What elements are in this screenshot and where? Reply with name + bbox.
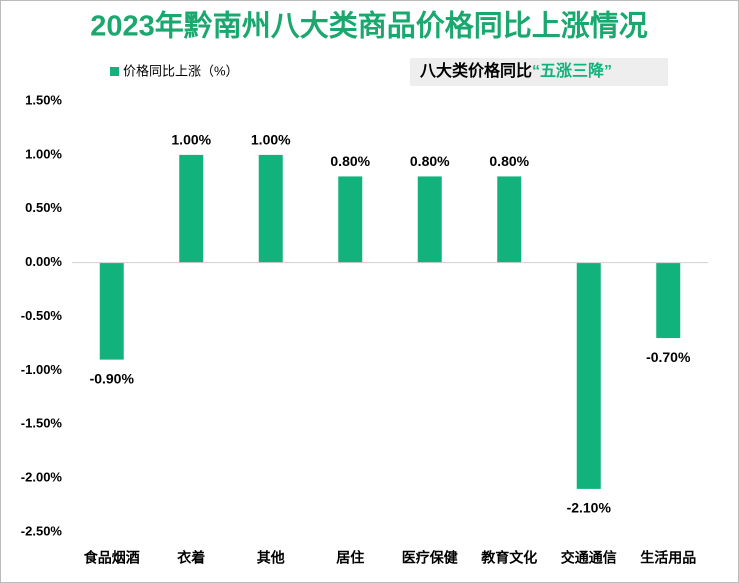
annotation-text: 八大类价格同比 — [419, 61, 532, 80]
bar — [258, 154, 283, 263]
legend-swatch — [110, 67, 119, 76]
bar — [179, 154, 204, 263]
y-tick-label: 1.50% — [25, 92, 62, 107]
x-tick-label: 教育文化 — [481, 550, 537, 566]
x-tick-label: 交通通信 — [561, 550, 617, 566]
annotation-box — [410, 58, 668, 86]
chart-title: 2023年黔南州八大类商品价格同比上涨情况 — [90, 9, 648, 43]
value-label: -2.10% — [567, 500, 612, 516]
bar — [497, 176, 522, 263]
x-tick-label: 生活用品 — [640, 550, 696, 566]
x-tick-label: 食品烟酒 — [84, 550, 140, 566]
x-tick-label: 衣着 — [177, 550, 205, 566]
y-tick-label: -2.50% — [21, 523, 63, 538]
value-label: 0.80% — [410, 153, 450, 169]
y-tick-label: -1.50% — [21, 416, 63, 431]
x-tick-label: 居住 — [336, 550, 364, 566]
value-label: 1.00% — [171, 132, 211, 148]
bar — [417, 176, 442, 263]
y-tick-label: 0.00% — [25, 254, 62, 269]
y-tick-label: -1.00% — [21, 362, 63, 377]
bar — [656, 262, 681, 339]
x-tick-label: 其他 — [257, 550, 285, 566]
y-tick-label: -0.50% — [21, 308, 63, 323]
value-label: 0.80% — [489, 153, 529, 169]
annotation-highlight: “五涨三降” — [532, 61, 612, 80]
bar — [576, 262, 601, 489]
bar — [99, 262, 124, 360]
value-label: -0.90% — [90, 370, 135, 386]
x-tick-label: 医疗保健 — [402, 550, 458, 566]
y-tick-label: 1.00% — [25, 146, 62, 161]
y-tick-label: 0.50% — [25, 200, 62, 215]
annotation: 八大类价格同比“五涨三降” — [419, 61, 612, 80]
bar — [338, 176, 363, 263]
value-label: 0.80% — [330, 153, 370, 169]
value-label: 1.00% — [251, 132, 291, 148]
legend-label: 价格同比上涨（%） — [123, 63, 239, 78]
value-label: -0.70% — [646, 349, 691, 365]
y-tick-label: -2.00% — [21, 470, 63, 485]
